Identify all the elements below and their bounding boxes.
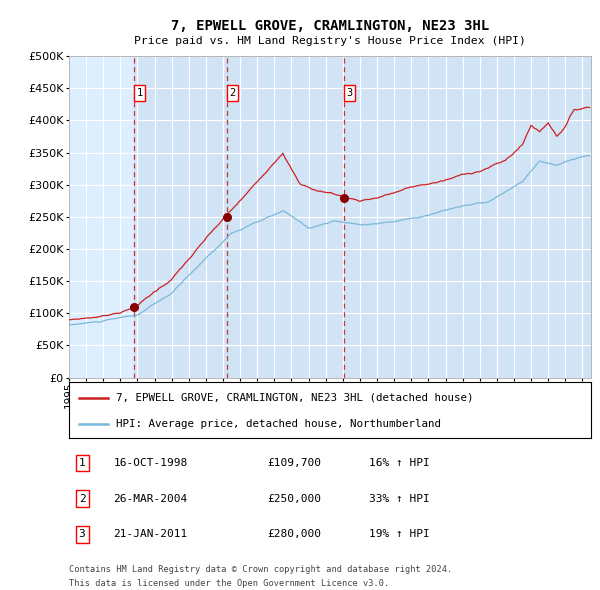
Text: 16-OCT-1998: 16-OCT-1998 [113, 458, 188, 468]
Text: 1: 1 [136, 88, 143, 98]
Text: 21-JAN-2011: 21-JAN-2011 [113, 529, 188, 539]
Text: £250,000: £250,000 [268, 494, 322, 503]
Bar [227, 56, 344, 378]
Text: £280,000: £280,000 [268, 529, 322, 539]
Text: 7, EPWELL GROVE, CRAMLINGTON, NE23 3HL: 7, EPWELL GROVE, CRAMLINGTON, NE23 3HL [171, 19, 489, 33]
Text: This data is licensed under the Open Government Licence v3.0.: This data is licensed under the Open Gov… [69, 579, 389, 588]
Text: 7, EPWELL GROVE, CRAMLINGTON, NE23 3HL (detached house): 7, EPWELL GROVE, CRAMLINGTON, NE23 3HL (… [116, 393, 473, 403]
Text: HPI: Average price, detached house, Northumberland: HPI: Average price, detached house, Nort… [116, 419, 441, 429]
Text: Price paid vs. HM Land Registry's House Price Index (HPI): Price paid vs. HM Land Registry's House … [134, 37, 526, 46]
Text: 16% ↑ HPI: 16% ↑ HPI [369, 458, 430, 468]
Text: 1: 1 [79, 458, 85, 468]
Text: Contains HM Land Registry data © Crown copyright and database right 2024.: Contains HM Land Registry data © Crown c… [69, 565, 452, 574]
Text: 19% ↑ HPI: 19% ↑ HPI [369, 529, 430, 539]
Text: 3: 3 [346, 88, 353, 98]
Text: 2: 2 [79, 494, 85, 503]
Text: £109,700: £109,700 [268, 458, 322, 468]
Text: 2: 2 [230, 88, 236, 98]
Bar [134, 56, 227, 378]
Text: 33% ↑ HPI: 33% ↑ HPI [369, 494, 430, 503]
Text: 3: 3 [79, 529, 85, 539]
Text: 26-MAR-2004: 26-MAR-2004 [113, 494, 188, 503]
Bar [344, 56, 591, 378]
